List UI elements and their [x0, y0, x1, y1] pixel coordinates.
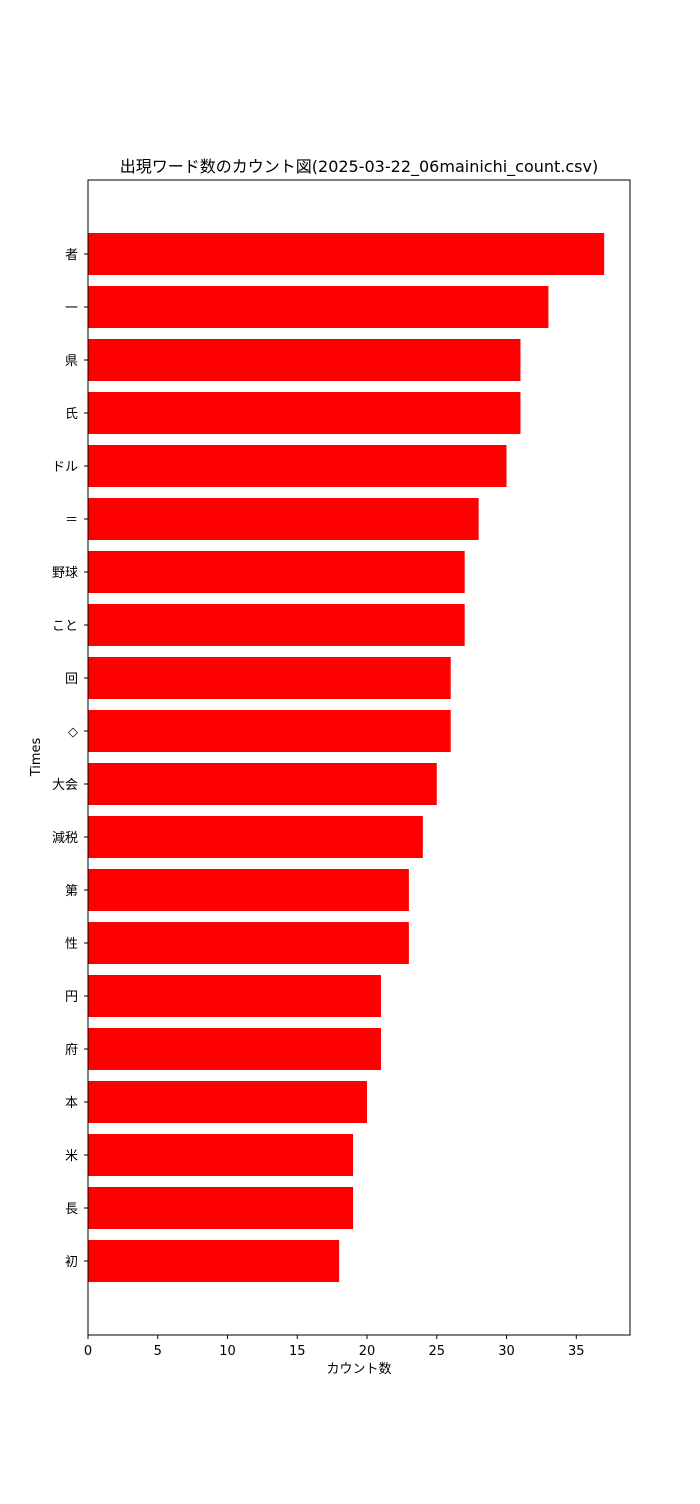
bar-10 — [88, 763, 437, 805]
y-tick-label: 第 — [65, 884, 78, 899]
y-tick-label: ドル — [52, 460, 78, 475]
x-tick-label: 25 — [429, 1344, 446, 1359]
y-tick-label: 本 — [65, 1096, 78, 1111]
y-tick-label: 長 — [65, 1202, 78, 1217]
bar-9 — [88, 710, 451, 752]
y-tick-label: 者 — [65, 248, 78, 263]
bar-7 — [88, 604, 465, 646]
y-tick-label: ◇ — [68, 725, 78, 740]
y-tick-label: ＝ — [65, 513, 78, 528]
bar-13 — [88, 922, 409, 964]
y-tick-label: 回 — [65, 672, 78, 687]
bar-3 — [88, 392, 521, 434]
x-tick-label: 15 — [289, 1344, 306, 1359]
y-tick-label: 初 — [65, 1255, 78, 1270]
chart-title: 出現ワード数のカウント図(2025-03-22_06mainichi_count… — [120, 157, 598, 177]
y-tick-label: こと — [52, 619, 78, 634]
bar-12 — [88, 869, 409, 911]
y-tick-label: 米 — [65, 1149, 78, 1164]
bar-6 — [88, 551, 465, 593]
bar-19 — [88, 1240, 340, 1282]
x-tick-label: 5 — [154, 1344, 162, 1359]
x-axis-label: カウント数 — [326, 1362, 391, 1377]
bar-15 — [88, 1028, 381, 1070]
y-tick-label: 府 — [65, 1043, 78, 1058]
y-tick-label: 一 — [65, 301, 78, 316]
x-tick-label: 20 — [359, 1344, 376, 1359]
x-tick-label: 30 — [498, 1344, 515, 1359]
bar-8 — [88, 657, 451, 699]
x-tick-label: 10 — [219, 1344, 236, 1359]
x-tick-label: 0 — [84, 1344, 92, 1359]
y-tick-label: 氏 — [65, 407, 78, 422]
bar-17 — [88, 1134, 354, 1176]
bar-16 — [88, 1081, 368, 1123]
bars-layer — [88, 233, 605, 1282]
bar-11 — [88, 816, 423, 858]
bar-1 — [88, 286, 549, 328]
bar-14 — [88, 975, 381, 1017]
bar-5 — [88, 498, 479, 540]
x-ticks-layer: 0 5 10 15 20 25 30 35 — [84, 1335, 585, 1359]
y-tick-label: 円 — [65, 990, 78, 1005]
y-tick-label: 県 — [65, 354, 78, 369]
y-tick-label: 野球 — [52, 566, 78, 581]
y-axis-label: Times — [29, 737, 44, 777]
y-tick-label: 性 — [65, 937, 78, 952]
x-tick-label: 35 — [568, 1344, 585, 1359]
y-tick-label: 減税 — [52, 830, 78, 846]
bar-4 — [88, 445, 507, 487]
plot-frame — [87, 179, 631, 1336]
y-tick-label: 大会 — [52, 778, 78, 793]
bar-0 — [88, 233, 605, 275]
bar-18 — [88, 1187, 354, 1229]
bar-2 — [88, 339, 521, 381]
